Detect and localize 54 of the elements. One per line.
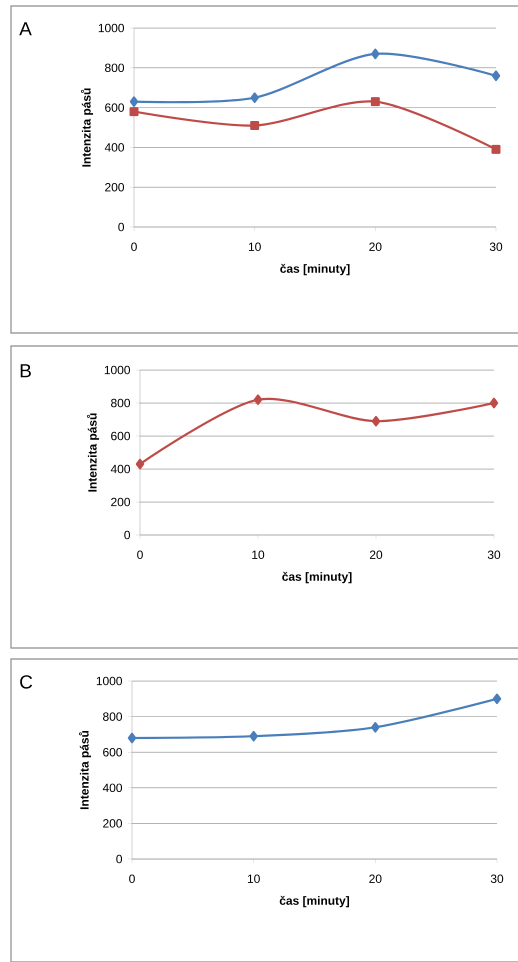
point (130, 107, 138, 116)
y-tick-label: 600 (103, 748, 122, 756)
point (372, 416, 380, 426)
x-tick-label: 10 (248, 242, 261, 251)
x-tick-label: 20 (369, 242, 382, 251)
y-tick-label: 600 (105, 103, 124, 112)
point (490, 398, 498, 408)
point (371, 722, 380, 733)
x-tick-label: 30 (490, 874, 504, 883)
point (371, 48, 380, 60)
point (249, 730, 258, 742)
point (128, 732, 136, 744)
x-tick-label: 20 (370, 550, 382, 559)
y-tick-label: 200 (105, 182, 124, 192)
x-tick-label: 30 (490, 242, 502, 251)
x-axis-title: čas [minuty] (280, 264, 350, 276)
y-tick-label: 0 (118, 222, 124, 232)
y-tick-label: 200 (111, 498, 130, 506)
point (492, 70, 500, 82)
y-tick-label: 400 (102, 784, 122, 792)
y-tick-label: 1000 (96, 676, 122, 686)
point (250, 92, 259, 103)
x-tick-label: 10 (252, 550, 264, 559)
y-tick-label: 1000 (104, 366, 130, 374)
y-axis-title: Intenzita pásů (78, 730, 92, 810)
y-tick-label: 800 (103, 712, 122, 721)
x-tick-label: 10 (248, 874, 260, 883)
point (130, 96, 138, 107)
x-tick-label: 0 (137, 550, 143, 559)
y-axis-title: Intenzita pásů (86, 413, 100, 492)
y-tick-label: 400 (104, 143, 124, 152)
x-tick-label: 0 (131, 242, 137, 251)
y-axis-title: Intenzita pásů (80, 88, 94, 167)
x-tick-label: 30 (488, 550, 500, 559)
point (254, 394, 262, 405)
y-tick-label: 0 (124, 530, 130, 540)
point (492, 694, 502, 704)
point (370, 97, 380, 106)
chart-title: A (19, 22, 32, 36)
chart-title: C (20, 675, 32, 689)
y-tick-label: 1000 (98, 24, 124, 32)
chart-title: B (20, 364, 31, 378)
x-tick-label: 20 (369, 874, 382, 883)
y-tick-label: 0 (116, 854, 122, 864)
y-tick-label: 400 (110, 464, 130, 474)
point (250, 121, 260, 130)
point (492, 144, 500, 154)
x-axis-title: čas [minuty] (280, 896, 350, 908)
x-axis-title: čas [minuty] (282, 572, 352, 584)
y-tick-label: 800 (105, 64, 124, 72)
y-tick-label: 800 (111, 398, 130, 408)
y-tick-label: 600 (111, 432, 130, 440)
point (136, 458, 144, 470)
y-tick-label: 200 (103, 819, 122, 828)
